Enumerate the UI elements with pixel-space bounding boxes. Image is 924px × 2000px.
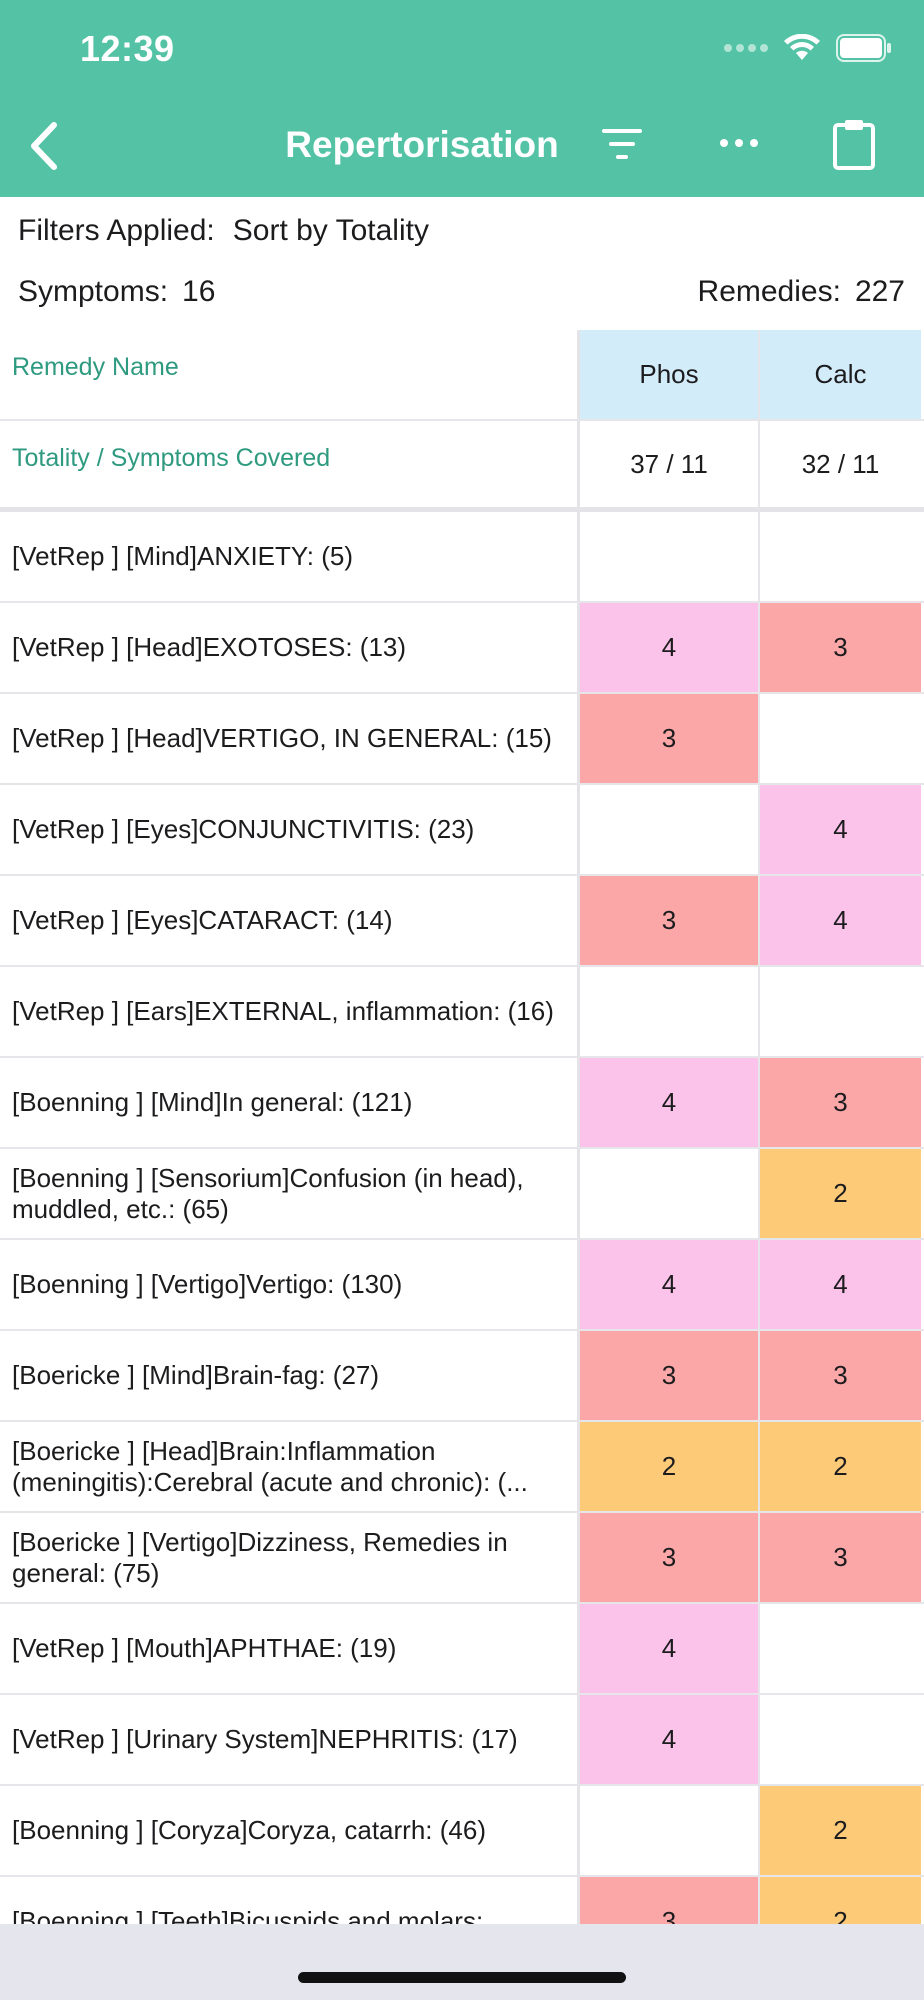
grade-cell-phos: [580, 967, 760, 1056]
grade-cell-phos: 4: [580, 1240, 760, 1329]
remedy-header-phos[interactable]: Phos: [580, 330, 760, 419]
home-indicator[interactable]: [298, 1972, 626, 1983]
more-button[interactable]: [716, 130, 762, 156]
symptom-row[interactable]: [VetRep ] [Eyes]CATARACT: (14) 3 4: [0, 876, 924, 967]
symptom-name[interactable]: [Boericke ] [Mind]Brain-fag: (27): [0, 1331, 580, 1420]
clipboard-icon: [833, 120, 875, 170]
symptom-name[interactable]: [Boericke ] [Head]Brain:Inflammation (me…: [0, 1422, 580, 1511]
grade-cell-phos: 4: [580, 1058, 760, 1147]
clipboard-button[interactable]: [832, 118, 876, 170]
grade-cell-calc: 4: [760, 785, 921, 874]
filters-value: Sort by Totality: [232, 214, 429, 247]
symptom-row[interactable]: [Boericke ] [Vertigo]Dizziness, Remedies…: [0, 1513, 924, 1604]
grade-cell-phos: 4: [580, 1604, 760, 1693]
symptom-row[interactable]: [VetRep ] [Head]EXOTOSES: (13) 4 3: [0, 603, 924, 694]
ellipsis-icon: [720, 139, 758, 147]
remedy-header-calc[interactable]: Calc: [760, 330, 921, 419]
filters-applied: Filters Applied: Sort by Totality: [18, 214, 429, 248]
symptom-name[interactable]: [Boenning ] [Mind]In general: (121): [0, 1058, 580, 1147]
grade-cell-calc: [760, 694, 921, 783]
remedies-label: Remedies:: [697, 275, 841, 308]
status-time: 12:39: [80, 28, 175, 69]
remedies-value: 227: [854, 275, 905, 308]
grade-cell-calc: [760, 967, 921, 1056]
symptom-name[interactable]: [VetRep ] [Urinary System]NEPHRITIS: (17…: [0, 1695, 580, 1784]
symptom-name[interactable]: [Boenning ] [Vertigo]Vertigo: (130): [0, 1240, 580, 1329]
filters-label: Filters Applied:: [18, 214, 215, 247]
symptom-name[interactable]: [VetRep ] [Mouth]APHTHAE: (19): [0, 1604, 580, 1693]
remedies-count: Remedies: 227: [698, 275, 905, 309]
symptom-name[interactable]: [VetRep ] [Mind]ANXIETY: (5): [0, 512, 580, 601]
wifi-icon: [784, 34, 820, 62]
symptom-row[interactable]: [VetRep ] [Eyes]CONJUNCTIVITIS: (23) 4: [0, 785, 924, 876]
grade-cell-calc: 4: [760, 1240, 921, 1329]
grade-cell-calc: 2: [760, 1149, 921, 1238]
grade-cell-phos: [580, 1149, 760, 1238]
grade-cell-phos: [580, 512, 760, 601]
filter-icon: [602, 129, 642, 159]
symptom-name[interactable]: [VetRep ] [Eyes]CONJUNCTIVITIS: (23): [0, 785, 580, 874]
battery-icon: [836, 34, 892, 62]
symptoms-count: Symptoms: 16: [18, 275, 215, 309]
page-title: Repertorisation: [285, 124, 559, 165]
grade-cell-phos: 3: [580, 1513, 760, 1602]
symptom-row[interactable]: [Boenning ] [Coryza]Coryza, catarrh: (46…: [0, 1786, 924, 1877]
chevron-left-icon: [31, 122, 57, 170]
grade-cell-calc: [760, 1604, 921, 1693]
remedy-header-row: Remedy Name Phos Calc: [0, 330, 924, 421]
symptom-row[interactable]: [Boenning ] [Vertigo]Vertigo: (130) 4 4: [0, 1240, 924, 1331]
nav-header: 12:39 Repertorisation: [0, 0, 924, 197]
symptom-row[interactable]: [Boenning ] [Mind]In general: (121) 4 3: [0, 1058, 924, 1149]
grade-cell-calc: 2: [760, 1786, 921, 1875]
back-button[interactable]: [22, 118, 66, 174]
totality-phos: 37 / 11: [580, 421, 760, 507]
symptom-row[interactable]: [Boericke ] [Head]Brain:Inflammation (me…: [0, 1422, 924, 1513]
symptom-name[interactable]: [Boericke ] [Vertigo]Dizziness, Remedies…: [0, 1513, 580, 1602]
symptoms-value: 16: [182, 275, 216, 308]
grade-cell-phos: 3: [580, 876, 760, 965]
symptom-row[interactable]: [Boenning ] [Sensorium]Confusion (in hea…: [0, 1149, 924, 1240]
bottom-bar: [0, 1924, 924, 2000]
grade-cell-phos: 3: [580, 694, 760, 783]
grade-cell-phos: 4: [580, 603, 760, 692]
symptom-row[interactable]: [VetRep ] [Mouth]APHTHAE: (19) 4: [0, 1604, 924, 1695]
grade-cell-calc: 3: [760, 1058, 921, 1147]
repertorisation-table: Remedy Name Phos Calc Totality / Symptom…: [0, 330, 924, 1968]
totality-calc: 32 / 11: [801, 448, 880, 479]
grade-cell-calc: 3: [760, 603, 921, 692]
symptom-row[interactable]: [VetRep ] [Mind]ANXIETY: (5): [0, 512, 924, 603]
grade-cell-calc: 3: [760, 1513, 921, 1602]
totality-label: Totality / Symptoms Covered: [0, 421, 580, 507]
symptom-name[interactable]: [VetRep ] [Ears]EXTERNAL, inflammation: …: [0, 967, 580, 1056]
status-icons: [724, 34, 892, 62]
totality-row: Totality / Symptoms Covered 37 / 11 32 /…: [0, 421, 924, 512]
symptom-name[interactable]: [VetRep ] [Eyes]CATARACT: (14): [0, 876, 580, 965]
filter-button[interactable]: [598, 124, 648, 164]
grade-cell-calc: 3: [760, 1331, 921, 1420]
grade-cell-phos: 3: [580, 1331, 760, 1420]
symptom-row[interactable]: [VetRep ] [Urinary System]NEPHRITIS: (17…: [0, 1695, 924, 1786]
signal-icon: [724, 44, 768, 52]
grade-cell-phos: 4: [580, 1695, 760, 1784]
grade-cell-phos: [580, 1786, 760, 1875]
grade-cell-phos: [580, 785, 760, 874]
symptom-row[interactable]: [Boericke ] [Mind]Brain-fag: (27) 3 3: [0, 1331, 924, 1422]
symptom-name[interactable]: [Boenning ] [Coryza]Coryza, catarrh: (46…: [0, 1786, 580, 1875]
grade-cell-calc: [760, 512, 921, 601]
grade-cell-calc: 2: [760, 1422, 921, 1511]
grade-cell-calc: [760, 1695, 921, 1784]
symptom-name[interactable]: [VetRep ] [Head]VERTIGO, IN GENERAL: (15…: [0, 694, 580, 783]
symptom-row[interactable]: [VetRep ] [Ears]EXTERNAL, inflammation: …: [0, 967, 924, 1058]
remedy-name-label: Remedy Name: [0, 330, 580, 419]
symptoms-label: Symptoms:: [18, 275, 169, 308]
symptom-row[interactable]: [VetRep ] [Head]VERTIGO, IN GENERAL: (15…: [0, 694, 924, 785]
symptom-name[interactable]: [VetRep ] [Head]EXOTOSES: (13): [0, 603, 580, 692]
symptom-name[interactable]: [Boenning ] [Sensorium]Confusion (in hea…: [0, 1149, 580, 1238]
grade-cell-calc: 4: [760, 876, 921, 965]
grade-cell-phos: 2: [580, 1422, 760, 1511]
